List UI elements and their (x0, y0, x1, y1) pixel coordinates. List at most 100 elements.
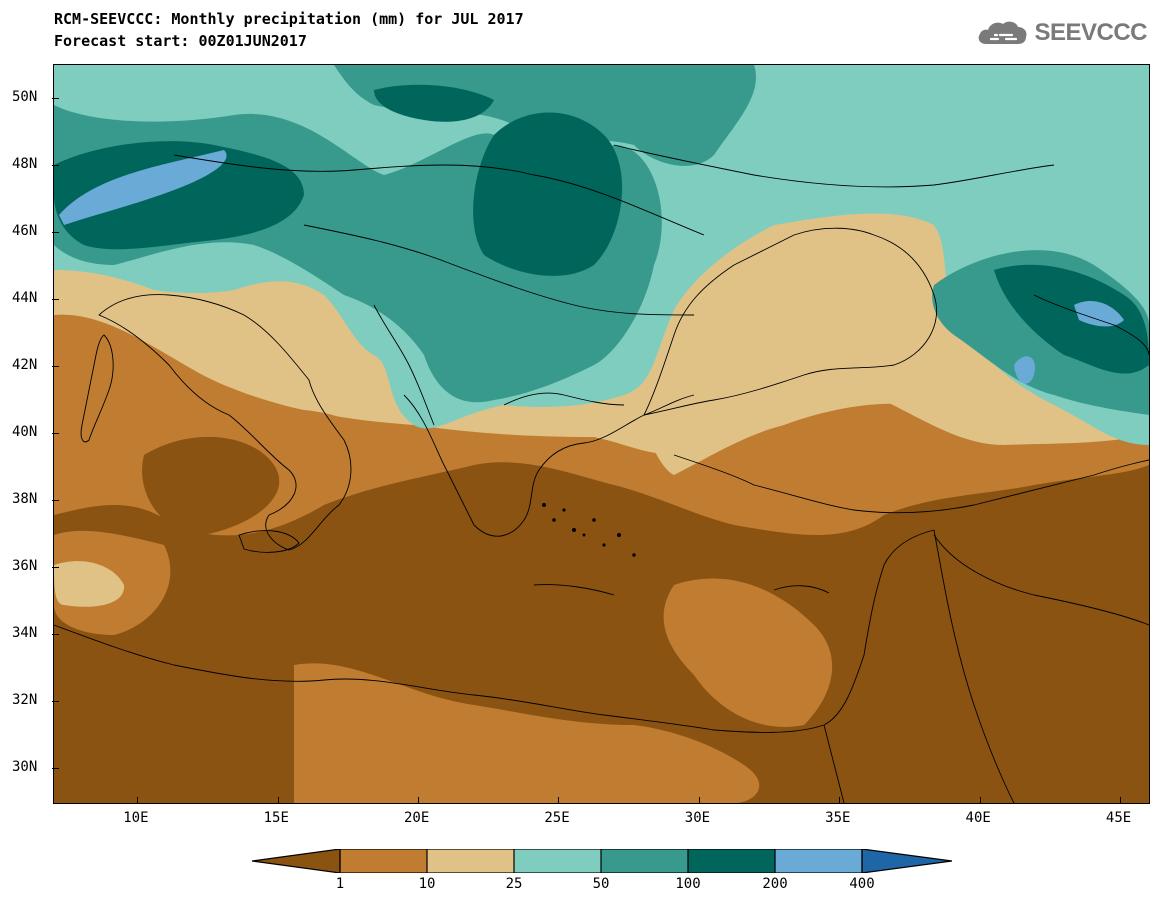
latitude-tick-label: 32N (12, 692, 38, 709)
colorbar-segment-100-200 (688, 849, 775, 873)
forecast-start-label: Forecast start: 00Z01JUN2017 (54, 32, 307, 50)
latitude-tick-label: 36N (12, 558, 38, 575)
region-400-plus-alps (59, 150, 227, 225)
region-25-50-tunisia (54, 561, 125, 607)
latitude-tick-mark (52, 164, 59, 166)
colorbar-segment-1-10 (340, 849, 427, 873)
latitude-tick-label: 50N (12, 88, 38, 105)
latitude-tick-label: 46N (12, 222, 38, 239)
colorbar-segment-200-400 (775, 849, 862, 873)
longitude-tick-label: 40E (965, 810, 991, 826)
balkan-border (303, 224, 695, 316)
cloud-icon (979, 21, 1027, 44)
colorbar-segment-25-50 (514, 849, 601, 873)
latitude-tick-label: 30N (12, 759, 38, 776)
region-1-10-tyrrhenian (142, 436, 280, 535)
longitude-tick-mark (277, 797, 279, 804)
precipitation-map (53, 64, 1150, 804)
colorbar-level-label: 50 (592, 876, 610, 892)
island-mark (572, 528, 576, 532)
latitude-tick-label: 34N (12, 625, 38, 642)
balkan-coast (403, 394, 695, 537)
longitude-tick-label: 35E (825, 810, 851, 826)
sardinia-corsica (80, 334, 114, 443)
sicily (238, 530, 300, 553)
anatolia-south-coast (673, 454, 1149, 514)
region-10-25-libya-egypt (294, 663, 760, 803)
map-canvas (54, 65, 1149, 803)
latitude-tick-mark (52, 433, 59, 434)
island-mark (552, 518, 556, 522)
latitude-tick-label: 40N (12, 424, 38, 440)
latitude-tick-label: 44N (12, 289, 38, 306)
longitude-tick-mark (839, 797, 841, 804)
colorbar-level-label: 25 (505, 876, 523, 892)
island-mark (542, 503, 546, 507)
colorbar-segment-below-1 (252, 849, 340, 873)
mesopotamia-border (933, 534, 1149, 626)
central-europe-border (173, 154, 705, 236)
italy-coastline (98, 294, 352, 551)
island-mark (632, 553, 636, 557)
adriatic-border (373, 304, 435, 426)
longitude-tick-mark (698, 797, 700, 804)
seevccc-logo: SEEVCCC (976, 18, 1147, 48)
region-200-400-caucasus (994, 264, 1149, 374)
region-400-plus-caucasus-1 (1074, 300, 1124, 327)
arabia-border (933, 529, 1015, 803)
island-mark (602, 543, 606, 547)
aegean-islands (542, 503, 636, 557)
latitude-tick-mark (52, 701, 59, 703)
latitude-tick-mark (52, 365, 59, 367)
region-400-plus-caucasus-2 (1014, 356, 1035, 384)
region-10-25-levant (663, 578, 833, 727)
black-sea (643, 227, 938, 416)
logo-text: SEEVCCC (1034, 19, 1147, 46)
latitude-tick-mark (52, 500, 59, 502)
ukraine-border (613, 144, 1055, 188)
latitude-tick-mark (52, 768, 59, 770)
colorbar-level-label: 1 (335, 876, 345, 892)
longitude-tick-mark (558, 797, 560, 804)
coastlines-and-borders (54, 144, 1149, 803)
precipitation-colorbar (252, 849, 952, 873)
region-10-25-west (54, 315, 384, 530)
colorbar-outline-right (861, 849, 952, 873)
latitude-tick-label: 42N (12, 356, 38, 373)
latitude-tick-mark (52, 567, 59, 569)
island-mark (617, 533, 621, 537)
longitude-tick-mark (418, 797, 419, 804)
latitude-tick-label: 38N (12, 491, 38, 508)
longitude-tick-label: 25E (544, 810, 570, 826)
cyprus (773, 585, 830, 594)
longitude-tick-label: 45E (1105, 810, 1132, 826)
latitude-tick-label: 48N (12, 155, 38, 172)
longitude-tick-label: 15E (263, 810, 289, 826)
region-200-400-carpathian-core (473, 112, 623, 276)
crete (533, 584, 615, 596)
region-200-400-alps (54, 141, 304, 250)
greece-border (503, 392, 625, 406)
island-mark (592, 518, 596, 522)
longitude-tick-label: 30E (684, 810, 711, 826)
colorbar-segment-50-100 (601, 849, 688, 873)
caucasus-border (1033, 294, 1149, 356)
colorbar-segment-above-400 (862, 849, 952, 873)
latitude-tick-mark (52, 298, 59, 300)
longitude-tick-mark (979, 797, 981, 804)
longitude-tick-mark (1119, 797, 1121, 804)
latitude-tick-mark (52, 97, 59, 99)
latitude-tick-mark (52, 231, 59, 233)
island-mark (582, 533, 586, 537)
colorbar-level-label: 100 (675, 876, 701, 892)
colorbar-level-label: 200 (762, 876, 788, 892)
latitude-tick-mark (52, 634, 59, 636)
colorbar-segment-10-25 (427, 849, 514, 873)
map-title: RCM-SEEVCCC: Monthly precipitation (mm) … (54, 10, 524, 28)
longitude-tick-label: 10E (123, 810, 149, 826)
egypt-border (823, 724, 845, 803)
region-200-400-north (374, 84, 494, 122)
island-mark (562, 508, 566, 512)
longitude-tick-label: 20E (404, 810, 430, 826)
north-africa-levant-coast (54, 529, 935, 733)
